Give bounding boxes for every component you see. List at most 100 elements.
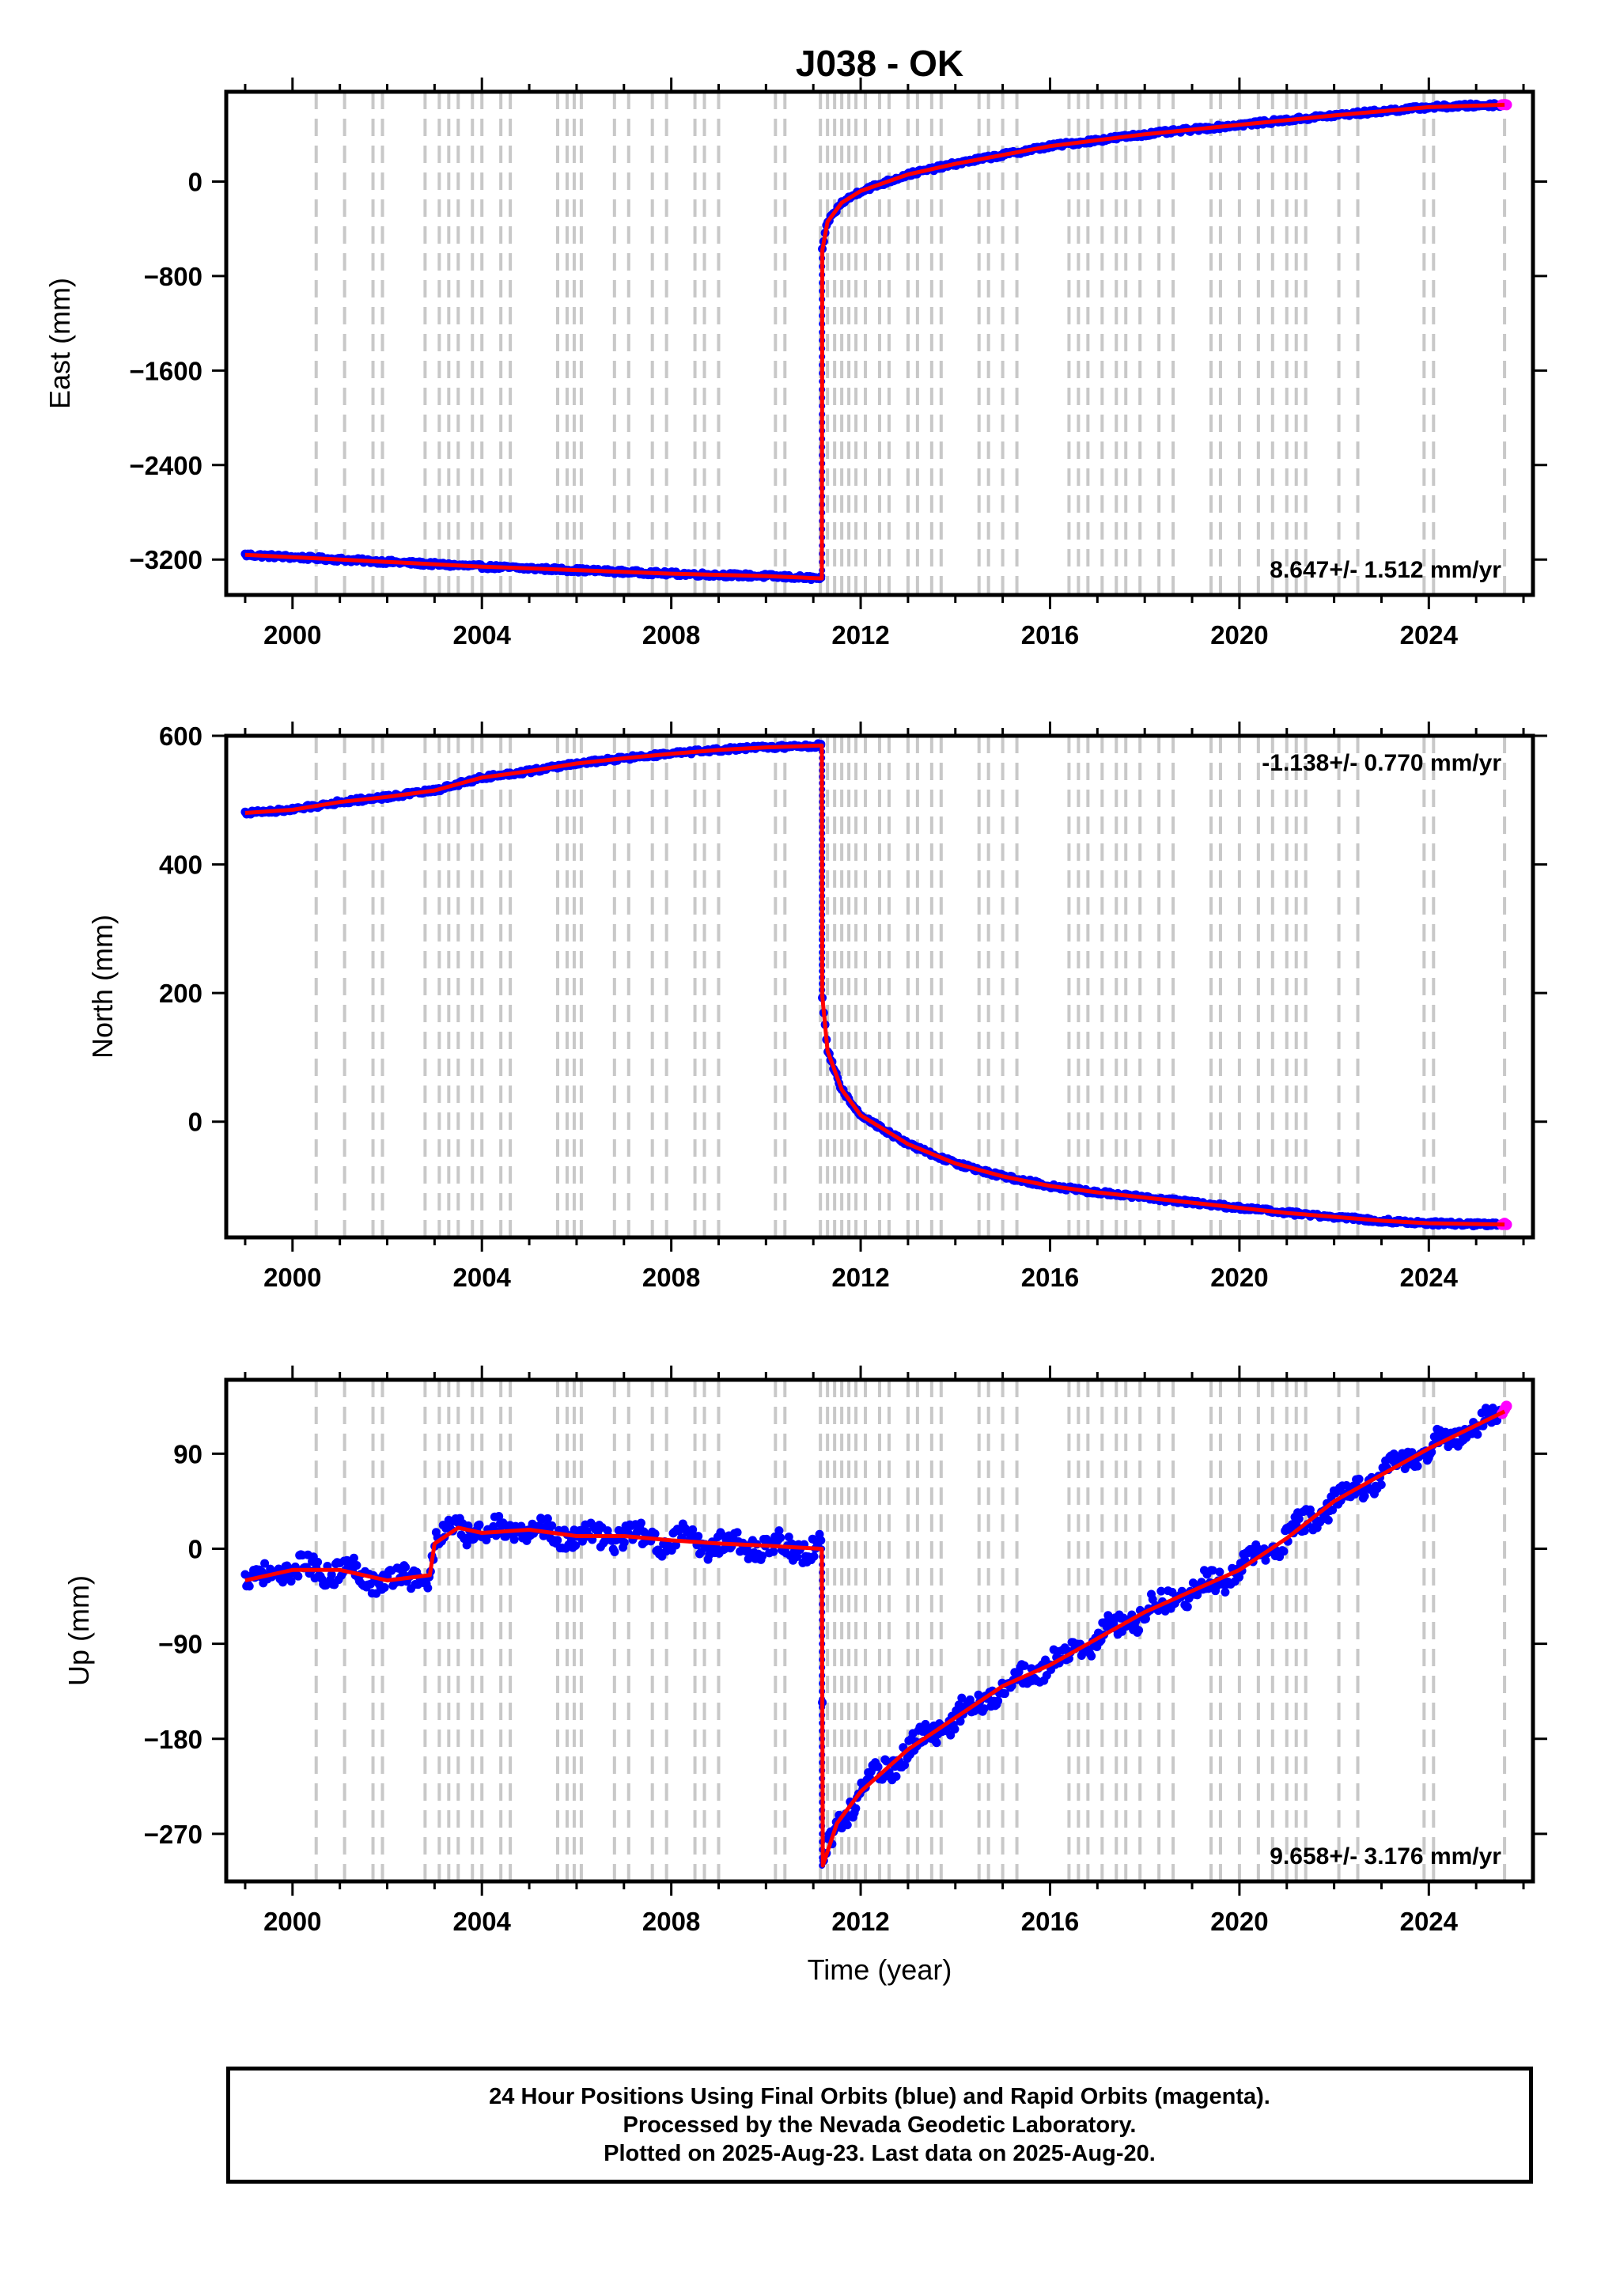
data-point	[1279, 1547, 1289, 1556]
x-axis-label: Time (year)	[808, 1953, 952, 1986]
data-point	[494, 1511, 504, 1521]
data-point	[732, 1528, 742, 1537]
data-point	[793, 1552, 802, 1562]
data-point	[1134, 1626, 1144, 1635]
data-point	[543, 1514, 552, 1523]
x-tick-label: 2008	[642, 1907, 700, 1936]
final-orbit-points	[240, 1404, 1504, 1869]
y-tick-label: −800	[144, 262, 202, 291]
y-tick-label: 90	[173, 1439, 202, 1468]
plot-frame	[224, 1377, 1535, 1884]
x-tick-label: 2016	[1021, 1263, 1079, 1292]
data-point	[974, 1690, 983, 1699]
data-point	[1354, 1474, 1364, 1483]
data-point	[957, 1693, 967, 1703]
data-point	[672, 1540, 681, 1550]
x-tick-label: 2008	[642, 1263, 700, 1292]
data-point	[1087, 1651, 1096, 1661]
plot-area	[240, 1380, 1512, 1881]
data-point	[1501, 99, 1512, 111]
plot-frame	[224, 733, 1535, 1240]
x-tick-label: 2024	[1400, 1263, 1459, 1292]
data-point	[293, 1571, 303, 1581]
y-tick-label: −1600	[129, 356, 202, 385]
final-orbit-points	[240, 739, 1504, 1231]
data-point	[482, 1535, 491, 1544]
data-point	[475, 1520, 484, 1529]
data-point	[1360, 1491, 1369, 1501]
x-tick-label: 2000	[263, 1907, 321, 1936]
y-tick-label: 0	[188, 1535, 202, 1564]
panel-1: 2000 2004 2008 2012 2016 2020 2024 0 −800 −1600 −2…	[44, 78, 1547, 650]
data-point	[1156, 1586, 1166, 1596]
data-point	[650, 1529, 660, 1539]
data-point	[816, 1536, 826, 1545]
data-point	[286, 1577, 296, 1586]
x-tick-label: 2000	[263, 1263, 321, 1292]
data-point	[900, 1760, 910, 1770]
data-point	[244, 1582, 254, 1591]
data-point	[842, 1821, 852, 1830]
data-point	[851, 1804, 861, 1813]
data-point	[1221, 1587, 1230, 1597]
data-point	[784, 1533, 793, 1542]
data-point	[1261, 1555, 1270, 1565]
data-point	[1240, 1555, 1250, 1565]
data-point	[401, 1563, 411, 1572]
plot-frame	[224, 89, 1535, 597]
data-point	[1501, 1218, 1512, 1230]
data-point	[956, 1717, 965, 1726]
data-point	[1208, 1566, 1217, 1575]
data-point	[352, 1560, 361, 1570]
x-tick-label: 2004	[453, 1263, 512, 1292]
data-point	[1000, 1689, 1009, 1699]
x-tick-label: 2012	[831, 620, 889, 650]
x-tick-label: 2004	[453, 620, 512, 650]
data-point	[1020, 1661, 1029, 1670]
data-point	[1473, 1430, 1482, 1439]
data-point	[994, 1696, 1003, 1706]
final-orbit-points	[240, 99, 1504, 585]
y-tick-label: −270	[144, 1820, 202, 1849]
rapid-orbit-points	[1497, 1400, 1512, 1419]
data-point	[1501, 1400, 1512, 1412]
y-tick-label: 0	[188, 167, 202, 196]
data-point	[380, 1583, 389, 1593]
velocity-annotation: -1.138+/- 0.770 mm/yr	[1262, 750, 1501, 776]
data-point	[1323, 1515, 1333, 1525]
y-axis-label: East (mm)	[44, 278, 76, 409]
data-point	[1294, 1514, 1304, 1524]
data-point	[469, 1534, 479, 1544]
plot-area	[240, 736, 1512, 1237]
x-tick-label: 2016	[1021, 620, 1079, 650]
y-tick-label: 0	[188, 1108, 202, 1137]
data-point	[1376, 1480, 1386, 1490]
footer-line: Processed by the Nevada Geodetic Laborat…	[623, 2112, 1137, 2138]
data-point	[462, 1540, 471, 1550]
x-tick-label: 2016	[1021, 1907, 1079, 1936]
plot-area	[240, 92, 1512, 595]
data-point	[610, 1547, 619, 1556]
x-tick-label: 2020	[1210, 1263, 1268, 1292]
y-tick-label: −180	[144, 1725, 202, 1754]
data-point	[349, 1553, 358, 1563]
data-point	[950, 1725, 959, 1734]
data-point	[553, 1536, 562, 1545]
data-point	[873, 1762, 883, 1771]
panel-2: 2000 2004 2008 2012 2016 2020 20246004002000No…	[86, 722, 1547, 1292]
x-tick-label: 2020	[1210, 620, 1268, 650]
legend-footer: 24 Hour Positions Using Final Orbits (bl…	[226, 2067, 1533, 2184]
data-point	[636, 1518, 645, 1528]
data-point	[1328, 1505, 1338, 1514]
data-point	[694, 1532, 703, 1541]
data-point	[758, 1552, 767, 1561]
data-point	[1413, 1461, 1422, 1471]
velocity-annotation: 8.647+/- 1.512 mm/yr	[1270, 557, 1501, 583]
x-tick-label: 2008	[642, 620, 700, 650]
y-tick-label: 400	[159, 851, 202, 880]
data-point	[891, 1771, 901, 1781]
x-tick-label: 2012	[831, 1263, 889, 1292]
y-tick-label: −90	[158, 1630, 202, 1659]
velocity-annotation: 9.658+/- 3.176 mm/yr	[1270, 1843, 1501, 1870]
